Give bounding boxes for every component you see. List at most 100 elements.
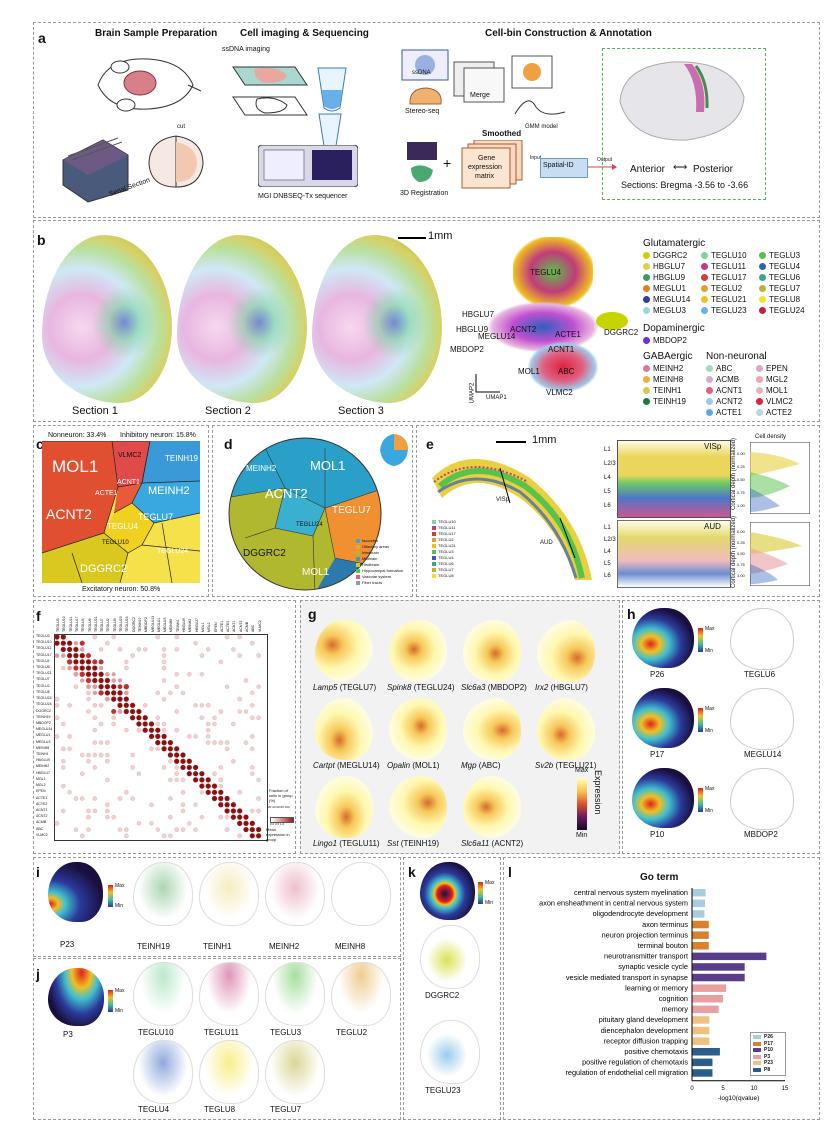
inhibitory-pct: Inhibitory neuron: 15.8%	[120, 432, 196, 439]
f-row-label: ABC	[36, 826, 44, 831]
section-2-label: Section 2	[205, 405, 251, 417]
dot-mark	[86, 808, 91, 814]
go-term-label: positive regulation of chemotaxis	[582, 1058, 688, 1067]
dot-mark	[73, 671, 79, 677]
umap-label-10: ABC	[558, 367, 575, 376]
go-bar	[692, 910, 705, 918]
f-col-label: VLMC2	[257, 620, 262, 632]
dot-mark	[199, 653, 205, 658]
dot-mark	[161, 721, 167, 727]
expression-map	[389, 698, 447, 760]
dot-mark	[98, 690, 104, 696]
dot-mark	[174, 771, 179, 776]
d-legend-swatch	[356, 574, 360, 579]
dot-mark	[123, 690, 129, 696]
age-label: P26	[650, 670, 665, 679]
legend-label: TEINH19	[653, 397, 686, 406]
plus-sign: +	[443, 155, 452, 171]
dot-mark	[92, 677, 98, 684]
f-col-label: MOL1	[200, 622, 205, 632]
cell-map	[133, 962, 193, 1026]
go-bar	[692, 1016, 710, 1024]
go-term-label: neurotransmitter transport	[604, 952, 688, 961]
dot-mark	[155, 634, 161, 640]
e-legend-label: TEGLU6	[438, 561, 454, 566]
dot-mark	[129, 702, 136, 709]
dot-mark	[205, 734, 211, 739]
f-row-label: TEGLU3	[36, 634, 50, 638]
f-row-label: TEGLU2	[36, 683, 50, 688]
go-term-label: memory	[662, 1005, 689, 1014]
dot-mark	[123, 696, 130, 702]
panel-l-label: l	[508, 864, 512, 880]
c-cell-0: MOL1	[52, 457, 99, 476]
dot-mark	[130, 752, 135, 758]
dot-mark	[86, 759, 91, 764]
f-row-label: MEINH2	[36, 764, 50, 769]
cell-type: (ABC)	[476, 761, 501, 770]
dot-mark	[180, 808, 186, 814]
d-legend-item: Olfactory areas	[356, 544, 389, 549]
dot-mark	[199, 777, 205, 783]
dot-mark	[123, 683, 130, 690]
tick-label: 0.00	[737, 529, 745, 534]
dot-mark	[167, 752, 174, 758]
d-cell-0: MOL1	[310, 458, 346, 473]
legend-label: VLMC2	[766, 397, 793, 406]
dot-mark	[149, 802, 154, 807]
dot-mark	[174, 827, 179, 832]
gene-matrix-line3: matrix	[475, 173, 495, 180]
dot-mark	[86, 696, 91, 702]
cell-label: TEGLU3	[270, 1028, 302, 1037]
dot-mark	[205, 783, 211, 789]
map-caption: Lamp5 (TEGLU7)	[313, 683, 376, 692]
legend-swatch	[701, 285, 708, 292]
legend-item: TEGLU10	[701, 251, 747, 260]
dot-mark	[180, 764, 186, 771]
dot-mark	[86, 752, 91, 758]
go-title: Go term	[640, 872, 679, 883]
legend-label: MBDOP2	[653, 336, 687, 345]
dot-mark	[111, 683, 117, 690]
dot-mark	[224, 827, 230, 832]
dot-mark	[174, 647, 179, 652]
colorbar-min: Min	[705, 808, 714, 814]
e-scale-bar	[496, 441, 526, 443]
f-row-label: TEGLU6	[36, 665, 50, 670]
dot-mark	[243, 814, 249, 820]
f-row-label: HBGLU7	[36, 770, 51, 775]
d-legend-swatch	[356, 580, 360, 585]
legend-swatch	[706, 398, 713, 405]
dot-mark	[186, 758, 192, 764]
cell-map	[199, 862, 259, 926]
dot-mark	[199, 790, 205, 795]
dot-mark	[230, 802, 237, 808]
map-caption: Slc6a11 (ACNT2)	[461, 839, 523, 848]
dot-mark	[218, 777, 224, 783]
g-colorbar	[577, 778, 587, 830]
dot-mark	[111, 696, 117, 702]
dot-mark	[105, 740, 110, 745]
go-bar	[692, 984, 727, 992]
dot-mark	[61, 808, 66, 814]
dot-mark	[54, 715, 60, 721]
f-row-label: TEGLU10	[36, 640, 52, 645]
dot-mark	[256, 808, 261, 814]
tick-label: 0.50	[737, 551, 745, 556]
legend-label: MEGLU14	[653, 295, 691, 304]
legend-item: TEGLU2	[701, 284, 742, 293]
smoothed-label: Smoothed	[482, 129, 522, 138]
c-cell-1: VLMC2	[118, 452, 142, 459]
f-col-label: TEGLU2	[106, 618, 111, 632]
d-legend-label: Fiber tracts	[362, 580, 383, 585]
legend-label: MGL2	[766, 375, 788, 384]
go-bar	[692, 1058, 713, 1067]
col1-title: Brain Sample Preparation	[95, 28, 218, 39]
gene-name: Lingo1	[313, 839, 338, 848]
ap-arrow: ⟷	[673, 162, 688, 173]
cell-label: TEGLU8	[204, 1105, 236, 1114]
cell-map	[199, 1040, 259, 1104]
dot-mark	[161, 833, 167, 839]
legend-item: TEGLU24	[759, 306, 805, 315]
brain-3d-icon	[619, 61, 745, 141]
